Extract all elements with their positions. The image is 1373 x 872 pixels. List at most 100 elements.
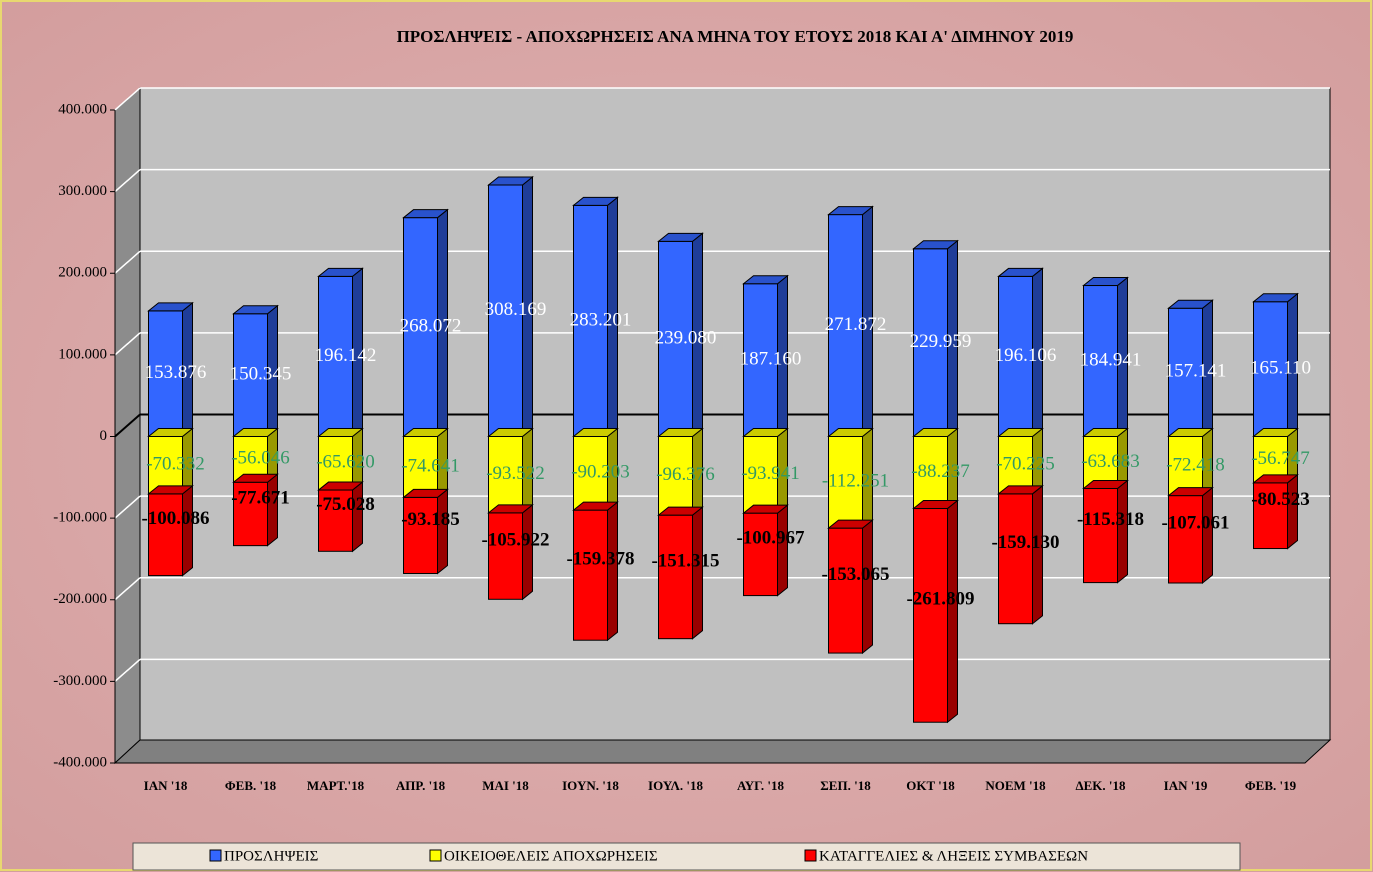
data-label: -115.318 bbox=[1077, 509, 1144, 530]
wall-grid-line bbox=[114, 87, 141, 111]
x-tick-label: ΑΠΡ. '18 bbox=[396, 778, 446, 793]
data-label: -65.620 bbox=[316, 452, 375, 473]
data-label: 308.169 bbox=[485, 299, 547, 320]
y-tick-label: -400.000 bbox=[53, 754, 107, 770]
bar-side bbox=[1032, 484, 1043, 625]
bar bbox=[1168, 495, 1203, 584]
data-label: -153.065 bbox=[821, 564, 889, 585]
bar-side bbox=[267, 473, 278, 547]
data-label: -93.941 bbox=[741, 463, 800, 484]
y-tick-label: 100.000 bbox=[58, 346, 107, 362]
wall-grid-line bbox=[114, 169, 141, 193]
bar-top bbox=[402, 488, 449, 498]
legend-swatch bbox=[429, 849, 442, 862]
x-tick-label: ΦΕΒ. '18 bbox=[225, 778, 277, 793]
bar-top bbox=[232, 473, 279, 483]
x-tick-label: ΑΥΓ. '18 bbox=[737, 778, 784, 793]
bar bbox=[148, 493, 183, 577]
bar-side bbox=[1287, 473, 1298, 550]
bar-top bbox=[572, 196, 619, 206]
bar-top bbox=[487, 428, 534, 437]
legend-label: ΚΑΤΑΓΓΕΛΙΕΣ & ΛΗΞΕΙΣ ΣΥΜΒΑΣΕΩΝ bbox=[819, 848, 1088, 864]
bar-side bbox=[947, 499, 958, 724]
bar bbox=[1253, 482, 1288, 550]
bar bbox=[743, 436, 778, 514]
bar-top bbox=[997, 485, 1044, 495]
bar-side bbox=[692, 506, 703, 640]
x-tick-label: ΙΑΝ '19 bbox=[1164, 778, 1208, 793]
data-label: -105.922 bbox=[481, 529, 549, 550]
chart-title: ΠΡΟΣΛΗΨΕΙΣ - ΑΠΟΧΩΡΗΣΕΙΣ ΑΝΑ ΜΗΝΑ ΤΟΥ ΕΤ… bbox=[397, 27, 1074, 46]
bar-side bbox=[437, 488, 448, 575]
bar bbox=[233, 313, 268, 437]
bar bbox=[998, 493, 1033, 625]
wall-grid-line bbox=[114, 658, 141, 682]
data-label: -56.747 bbox=[1251, 448, 1310, 469]
bar-top bbox=[402, 209, 449, 219]
bar-top bbox=[912, 240, 959, 250]
bar bbox=[403, 217, 438, 437]
bar-top bbox=[827, 519, 874, 529]
bar-top bbox=[1252, 474, 1299, 484]
bar-top bbox=[317, 428, 364, 437]
bar-top bbox=[657, 232, 704, 242]
data-label: -70.332 bbox=[146, 454, 205, 475]
data-label: -100.086 bbox=[141, 508, 209, 529]
x-tick-label: ΔΕΚ. '18 bbox=[1075, 778, 1126, 793]
bar-side bbox=[607, 501, 618, 642]
y-tick-label: 400.000 bbox=[58, 101, 107, 117]
x-tick-label: ΙΑΝ '18 bbox=[144, 778, 188, 793]
bar-top bbox=[147, 428, 194, 437]
bar-top bbox=[912, 428, 959, 437]
bar bbox=[1253, 301, 1288, 438]
bar bbox=[233, 481, 268, 547]
bar-top bbox=[1167, 428, 1214, 437]
bar bbox=[998, 436, 1033, 495]
floor bbox=[113, 739, 1332, 764]
data-label: -96.376 bbox=[656, 464, 715, 485]
bar-side bbox=[522, 503, 533, 601]
bar bbox=[318, 436, 353, 491]
data-label: -56.046 bbox=[231, 448, 290, 469]
bar-top bbox=[742, 504, 789, 514]
data-label: -261.809 bbox=[906, 589, 974, 610]
data-label: 150.345 bbox=[230, 363, 292, 384]
data-label: 271.872 bbox=[825, 314, 887, 335]
data-label: -159.378 bbox=[566, 549, 634, 570]
bar-top bbox=[657, 506, 704, 516]
data-label: -100.967 bbox=[736, 528, 805, 549]
bar bbox=[913, 248, 948, 437]
bar bbox=[403, 436, 438, 498]
x-tick-label: ΦΕΒ. '19 bbox=[1245, 778, 1297, 793]
bar-top bbox=[1252, 293, 1299, 303]
data-label: 187.160 bbox=[740, 348, 802, 369]
data-label: -72.418 bbox=[1166, 454, 1225, 475]
wall-grid-line bbox=[114, 577, 141, 601]
x-tick-label: ΜΑΡΤ.'18 bbox=[307, 778, 365, 793]
y-tick-label: -300.000 bbox=[53, 673, 107, 689]
data-label: -88.237 bbox=[911, 461, 970, 482]
bar-top bbox=[317, 481, 364, 491]
y-tick-label: -200.000 bbox=[53, 591, 107, 607]
bar-top bbox=[827, 206, 874, 216]
bar-top bbox=[1082, 428, 1129, 437]
data-label: -107.061 bbox=[1161, 513, 1229, 534]
bar-top bbox=[147, 485, 194, 495]
data-label: 157.141 bbox=[1165, 361, 1227, 382]
bar-side bbox=[182, 484, 193, 577]
data-label: 196.142 bbox=[315, 345, 377, 366]
data-label: -63.683 bbox=[1081, 451, 1140, 472]
bar bbox=[828, 436, 863, 529]
data-label: -159.130 bbox=[991, 532, 1059, 553]
bar bbox=[913, 436, 948, 510]
bar bbox=[998, 275, 1033, 437]
bar-top bbox=[232, 305, 279, 315]
data-label: -75.028 bbox=[316, 494, 375, 515]
data-label: 165.110 bbox=[1250, 357, 1311, 378]
bar-top bbox=[487, 176, 534, 186]
bar-top bbox=[912, 500, 959, 510]
bar bbox=[403, 496, 438, 574]
bar bbox=[318, 275, 353, 437]
legend-swatch bbox=[209, 849, 222, 862]
bar bbox=[658, 514, 693, 640]
